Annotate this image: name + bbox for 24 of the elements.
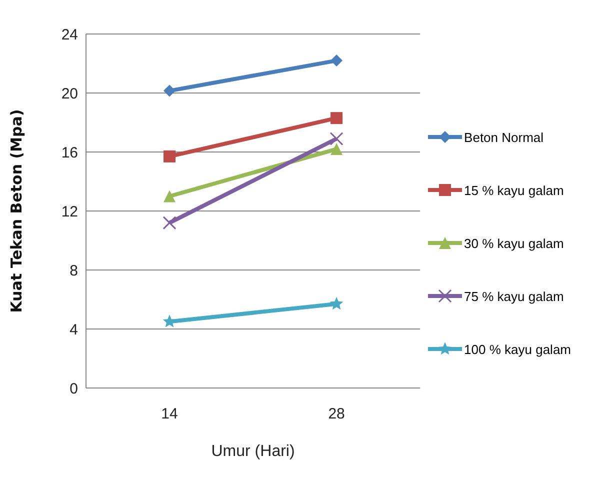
- x-tick-label: 14: [161, 406, 178, 423]
- point: [330, 54, 343, 67]
- point: [162, 314, 176, 328]
- point: [330, 112, 343, 124]
- y-tick-label: 0: [70, 380, 78, 398]
- point: [330, 132, 344, 146]
- y-tick-label: 8: [70, 262, 78, 280]
- x-tick-label: 28: [328, 406, 345, 423]
- legend-label: 100 % kayu galam: [464, 342, 571, 356]
- point: [162, 216, 176, 230]
- y-tick-label: 4: [70, 321, 78, 338]
- y-axis-title: Kuat Tekan Beton (Mpa): [7, 109, 26, 313]
- legend-label: 15 % kayu galam: [464, 182, 564, 198]
- legend-label: 30 % kayu galam: [464, 236, 564, 250]
- y-tick-label: 16: [61, 144, 78, 162]
- point: [164, 150, 176, 162]
- y-tick-label: 20: [61, 85, 78, 102]
- point: [164, 84, 176, 97]
- x-axis-title: Umur (Hari): [211, 443, 295, 460]
- y-tick-label: 12: [61, 203, 78, 220]
- legend-label: 75 % kayu galam: [464, 288, 564, 304]
- point: [330, 296, 344, 310]
- legend-label: Beton Normal: [464, 130, 544, 144]
- y-tick-label: 24: [61, 26, 78, 44]
